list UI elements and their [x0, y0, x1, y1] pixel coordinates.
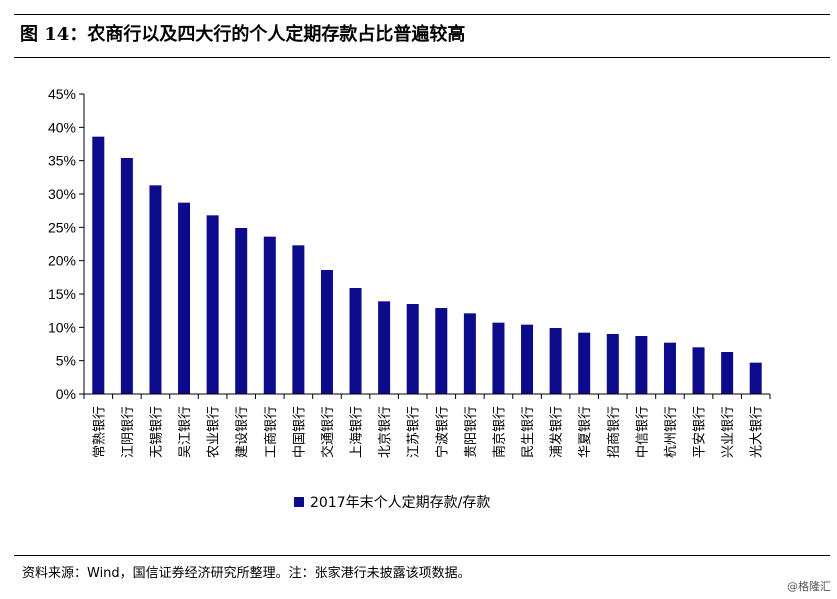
- title-rule: [14, 57, 830, 58]
- x-tick-label: 江阴银行: [121, 406, 136, 458]
- x-tick-label: 民生银行: [521, 406, 536, 458]
- x-tick-label: 招商银行: [607, 406, 622, 458]
- bar: [435, 308, 448, 394]
- x-tick-label: 吴江银行: [178, 406, 193, 458]
- bar: [263, 236, 276, 394]
- legend: 2017年末个人定期存款/存款: [294, 492, 490, 512]
- bar: [492, 322, 505, 394]
- y-tick-label: 20%: [48, 253, 76, 269]
- x-tick-label: 杭州银行: [664, 406, 679, 458]
- y-axis: 0% 5% 10% 15% 20% 25% 30% 35% 40% 45%: [48, 86, 85, 402]
- bar: [235, 228, 248, 394]
- y-tick-label: 25%: [48, 219, 76, 235]
- x-tick-label: 江苏银行: [406, 406, 422, 458]
- bar: [149, 185, 162, 394]
- bar: [635, 336, 648, 394]
- bar: [206, 215, 219, 394]
- bar-chart: 0% 5% 10% 15% 20% 25% 30% 35% 40% 45% 常熟银行 江阴银行 无锡银…: [48, 86, 771, 458]
- x-tick-label: 宁波银行: [434, 406, 450, 458]
- bar: [92, 136, 105, 394]
- x-tick-label: 兴业银行: [721, 406, 736, 458]
- bar: [463, 313, 476, 394]
- y-tick-label: 30%: [48, 186, 76, 202]
- x-tick-label: 中国银行: [292, 406, 307, 458]
- bars: [92, 136, 762, 394]
- bar: [292, 245, 305, 394]
- x-tick-label: 工商银行: [264, 406, 279, 458]
- bar: [749, 362, 762, 394]
- y-tick-label: 10%: [48, 319, 76, 335]
- x-tick-label: 北京银行: [378, 406, 393, 458]
- bar: [120, 158, 133, 394]
- x-tick-label: 上海银行: [350, 406, 365, 458]
- y-tick-label: 40%: [48, 119, 76, 135]
- top-rule: [14, 14, 830, 15]
- bar: [606, 334, 619, 394]
- bar: [692, 347, 705, 394]
- y-tick-label: 45%: [48, 86, 76, 102]
- legend-label: 2017年末个人定期存款/存款: [310, 495, 491, 511]
- bar: [663, 342, 676, 394]
- source-rule: [14, 555, 830, 556]
- x-tick-label: 常熟银行: [91, 406, 107, 458]
- y-tick-label: 0%: [56, 386, 76, 402]
- bar: [178, 202, 191, 394]
- x-tick-label: 无锡银行: [149, 406, 164, 458]
- x-tick-label: 农业银行: [207, 406, 222, 458]
- x-tick-label: 中信银行: [635, 406, 650, 458]
- x-tick-label: 贵阳银行: [464, 406, 479, 458]
- figure-title: 图 14：农商行以及四大行的个人定期存款占比普遍较高: [20, 24, 466, 45]
- y-tick-label: 5%: [56, 353, 76, 369]
- legend-swatch: [294, 497, 304, 507]
- y-tick-label: 15%: [48, 286, 76, 302]
- bar: [721, 352, 734, 394]
- bar: [578, 332, 591, 394]
- x-tick-label: 浦发银行: [549, 406, 565, 458]
- bar: [406, 304, 419, 394]
- y-tick-label: 35%: [48, 153, 76, 169]
- watermark: @格隆汇: [787, 580, 831, 593]
- bar: [521, 324, 534, 394]
- bar: [349, 288, 362, 394]
- x-tick-label: 光大银行: [750, 406, 765, 458]
- bar: [378, 301, 391, 394]
- x-tick-label: 建设银行: [235, 406, 250, 458]
- x-tick-label: 交通银行: [320, 406, 336, 458]
- x-axis: 常熟银行 江阴银行 无锡银行 吴江银行 农业银行 建设银行 工商银行 中国银行 交通银行 上海银行…: [83, 393, 771, 458]
- x-tick-label: 华夏银行: [578, 406, 593, 458]
- x-tick-label: 南京银行: [491, 406, 507, 458]
- x-tick-label: 平安银行: [693, 406, 708, 458]
- bar: [320, 270, 333, 394]
- bar: [549, 328, 562, 394]
- source-note: 资料来源：Wind，国信证券经济研究所整理。注：张家港行未披露该项数据。: [22, 566, 471, 581]
